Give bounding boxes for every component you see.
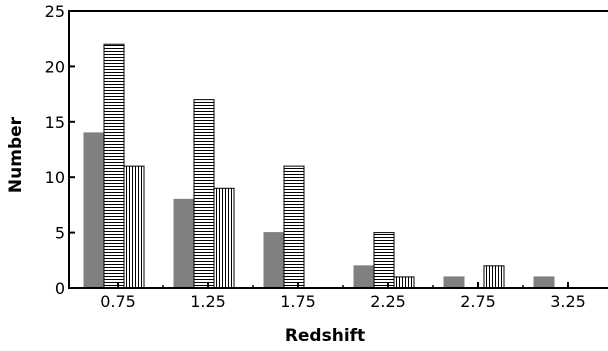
- y-tick-label: 25: [45, 2, 65, 21]
- y-tick-label: 0: [55, 279, 65, 298]
- y-tick-label: 5: [55, 224, 65, 243]
- x-tick-label: 1.75: [280, 292, 316, 311]
- y-tick-label: 20: [45, 57, 65, 76]
- bar-series-2-2.25: [373, 232, 395, 289]
- bar-series-2-1.75: [283, 165, 305, 289]
- y-tick-label: 15: [45, 113, 65, 132]
- x-axis: 0.75 1.25 1.75 2.25 2.75 3.25: [100, 282, 586, 311]
- bar-series-2-1.25: [193, 99, 215, 289]
- y-tick-label: 10: [45, 168, 65, 187]
- bar-series-3-1.25: [213, 187, 235, 289]
- bar-series-1-2.75: [443, 276, 465, 289]
- bar-series-3-2.25: [393, 276, 415, 289]
- plot-frame: [68, 10, 608, 289]
- x-tick-label: 0.75: [100, 292, 136, 311]
- x-tick-label: 2.25: [370, 292, 406, 311]
- bar-series-1-3.25: [533, 276, 555, 289]
- bar-series-1-0.75: [83, 132, 105, 289]
- bar-series-1-1.25: [173, 198, 195, 289]
- bar-series-3-2.75: [483, 265, 505, 289]
- bars-layer: [83, 43, 555, 289]
- y-axis: 0 5 10 15 20 25: [45, 2, 75, 298]
- y-axis-title: Number: [6, 116, 26, 193]
- bar-series-1-1.75: [263, 232, 285, 289]
- x-tick-label: 3.25: [550, 292, 586, 311]
- x-tick-label: 2.75: [460, 292, 496, 311]
- bar-series-1-2.25: [353, 265, 375, 289]
- x-tick-label: 1.25: [190, 292, 226, 311]
- bar-series-3-0.75: [123, 165, 145, 289]
- bar-series-2-0.75: [103, 43, 125, 289]
- x-axis-title: Redshift: [285, 326, 365, 346]
